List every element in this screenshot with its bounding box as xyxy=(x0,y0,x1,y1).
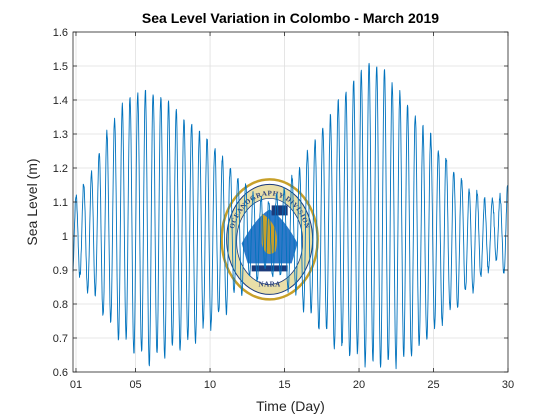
y-tick-label: 1.1 xyxy=(53,197,68,209)
seal-flag xyxy=(271,205,288,216)
y-tick-label: 1.2 xyxy=(53,163,68,175)
x-tick-label: 10 xyxy=(204,379,216,391)
sea-level-series-line xyxy=(72,62,509,370)
seal-bottom-text: NARA xyxy=(259,280,281,288)
x-tick-label: 20 xyxy=(353,379,365,391)
x-tick-label: 01 xyxy=(70,379,82,391)
x-tick-label: 30 xyxy=(502,379,514,391)
series-layer xyxy=(72,62,509,370)
y-tick-label: 1.5 xyxy=(53,61,68,73)
x-tick-label: 25 xyxy=(427,379,439,391)
x-axis-ticks: 01 05 10 15 20 25 30 xyxy=(70,32,514,391)
y-tick-label: 1 xyxy=(62,231,68,243)
y-tick-label: 1.4 xyxy=(53,95,68,107)
x-axis-title: Time (Day) xyxy=(256,398,325,414)
y-tick-label: 0.8 xyxy=(53,299,68,311)
y-tick-label: 1.3 xyxy=(53,129,68,141)
chart-title: Sea Level Variation in Colombo - March 2… xyxy=(142,10,439,26)
seal-island-shape xyxy=(261,213,278,255)
x-tick-label: 05 xyxy=(129,379,141,391)
y-tick-label: 0.9 xyxy=(53,265,68,277)
y-tick-label: 1.6 xyxy=(53,27,68,39)
y-tick-label: 0.6 xyxy=(53,367,68,379)
y-axis-ticks: 0.6 0.7 0.8 0.9 1 1.1 1.2 1.3 1.4 1.5 1.6 xyxy=(53,27,508,379)
seal-ship-base xyxy=(251,265,288,272)
y-tick-label: 0.7 xyxy=(53,333,68,345)
y-axis-title: Sea Level (m) xyxy=(24,158,40,245)
x-tick-label: 15 xyxy=(278,379,290,391)
